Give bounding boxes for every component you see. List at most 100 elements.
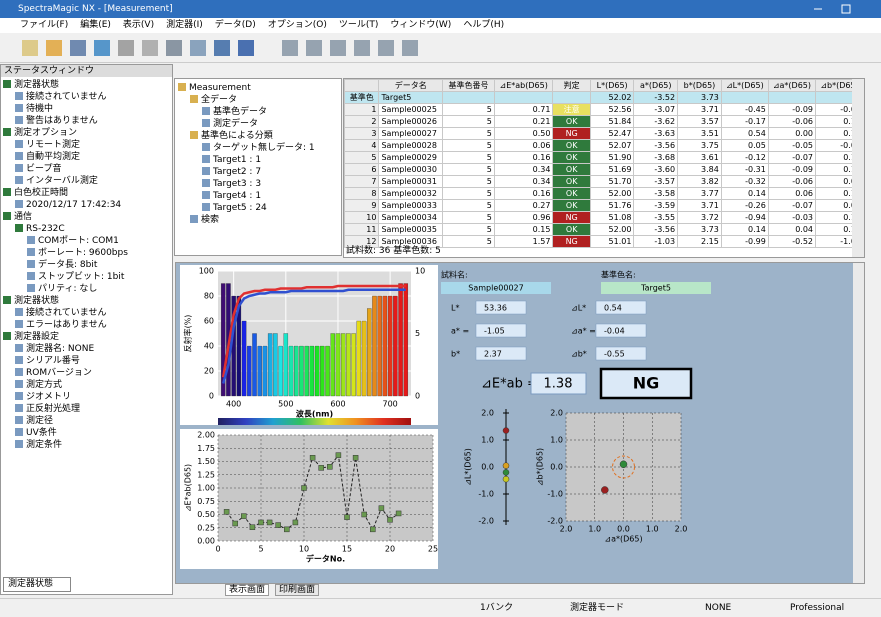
tree-item[interactable]: Target5 : 24: [178, 202, 338, 214]
tree-item[interactable]: 検索: [178, 214, 338, 226]
menu-item[interactable]: データ(D): [214, 20, 256, 30]
panel-tab[interactable]: 測定器状態: [3, 577, 71, 592]
tree-item[interactable]: 通信: [3, 211, 172, 223]
tree-item[interactable]: シリアル番号: [3, 355, 172, 367]
tree-item[interactable]: ROMバージョン: [3, 367, 172, 379]
scrollbar[interactable]: [853, 263, 864, 583]
toolbar-button[interactable]: [190, 40, 206, 56]
toolbar-button[interactable]: [330, 40, 346, 56]
tree-item[interactable]: 測定方式: [3, 379, 172, 391]
tree-label: 測定器状態: [14, 296, 60, 306]
toolbar-button[interactable]: [70, 40, 86, 56]
menu-item[interactable]: 測定器(I): [166, 20, 203, 30]
tree-item[interactable]: 測定データ: [178, 118, 338, 130]
menu-item[interactable]: オプション(O): [267, 20, 327, 30]
data-row[interactable]: 5 Sample00029 5 0.16 OK 51.90 -3.68 3.61 -0.12 -0…: [343, 151, 864, 164]
menu-item[interactable]: 編集(E): [80, 20, 111, 30]
tree-label: 測定器設定: [14, 332, 60, 342]
toolbar-button[interactable]: [306, 40, 322, 56]
tree-item[interactable]: Target4 : 1: [178, 190, 338, 202]
tree-item[interactable]: リモート測定: [3, 139, 172, 151]
data-row[interactable]: 4 Sample00028 5 0.06 OK 52.07 -3.56 3.75 0.05 -0.…: [343, 139, 864, 152]
tree-item[interactable]: ストップビット: 1bit: [3, 271, 172, 283]
tree-item[interactable]: 測定オプション: [3, 127, 172, 139]
menu-item[interactable]: ヘルプ(H): [463, 20, 505, 30]
tree-item[interactable]: 測定器状態: [3, 79, 172, 91]
sheet-tab[interactable]: 印刷画面: [275, 584, 320, 596]
value-box: [595, 346, 647, 361]
menu-item[interactable]: ウィンドウ(W): [390, 20, 452, 30]
tree-label: 待機中: [26, 104, 54, 114]
tree-item[interactable]: 測定器状態: [3, 295, 172, 307]
tree-item[interactable]: 自動平均測定: [3, 151, 172, 163]
data-row[interactable]: 10 Sample00034 5 0.96 NG 51.08 -3.55 3.72 -0.94-…: [343, 211, 864, 224]
data-row[interactable]: 11 Sample00035 5 0.15 OK 52.00 -3.56 3.73 0.14 0.…: [343, 223, 864, 236]
toolbar-button[interactable]: [238, 40, 254, 56]
tree-item[interactable]: 測定器名: NONE: [3, 343, 172, 355]
tree-item[interactable]: UV条件: [3, 427, 172, 439]
tree-item[interactable]: エラーはありません: [3, 319, 172, 331]
tree-item[interactable]: ボーレート: 9600bps: [3, 247, 172, 259]
tree-item[interactable]: 白色校正時間: [3, 187, 172, 199]
tree-item[interactable]: パリティ: なし: [3, 283, 172, 295]
menu-item[interactable]: ツール(T): [338, 20, 379, 30]
tree-item[interactable]: 接続されていません: [3, 307, 172, 319]
tree-label: 基準色データ: [213, 107, 268, 117]
status-item: 1バンク: [480, 603, 514, 613]
tree-item[interactable]: データ長: 8bit: [3, 259, 172, 271]
menu-item[interactable]: ファイル(F): [20, 20, 69, 30]
tree-item[interactable]: 接続されていません: [3, 91, 172, 103]
window-controls[interactable]: [800, 3, 870, 15]
tree-item[interactable]: RS-232C: [3, 223, 172, 235]
tree-item[interactable]: 基準色による分類: [178, 130, 338, 142]
tree-item[interactable]: 全データ: [178, 94, 338, 106]
tree-item[interactable]: ジオメトリ: [3, 391, 172, 403]
tree-icon: [27, 260, 35, 268]
data-row[interactable]: 1 Sample00025 5 0.71 注意 52.56 -3.07 3.71 -0.45 -0…: [343, 103, 864, 116]
data-row[interactable]: 6 Sample00030 5 0.34 OK 51.69 -3.60 3.84 -0.31 -0…: [343, 163, 864, 176]
tree-item[interactable]: 測定器設定: [3, 331, 172, 343]
toolbar-button[interactable]: [118, 40, 134, 56]
toolbar-button[interactable]: [214, 40, 230, 56]
data-row[interactable]: 12 Sample00036 5 1.57 NG 51.01 -1.03 2.15 -0.99-…: [343, 235, 864, 248]
tree-item[interactable]: Target3 : 3: [178, 178, 338, 190]
tree-item[interactable]: 測定径: [3, 415, 172, 427]
tree-item[interactable]: 2020/12/17 17:42:34: [3, 199, 172, 211]
value-box: [475, 323, 527, 338]
tree-item[interactable]: Target1 : 1: [178, 154, 338, 166]
data-row[interactable]: 7 Sample00031 5 0.34 OK 51.70 -3.57 3.82 -0.32 -0…: [343, 175, 864, 188]
toolbar-button[interactable]: [282, 40, 298, 56]
cell: 0.34: [493, 175, 554, 188]
data-row[interactable]: 9 Sample00033 5 0.27 OK 51.76 -3.59 3.71 -0.26 -0…: [343, 199, 864, 212]
tree-item[interactable]: 測定条件: [3, 439, 172, 451]
tree-label: 基準色による分類: [201, 131, 273, 141]
data-row[interactable]: 2 Sample00026 5 0.21 OK 51.84 -3.62 3.57 -0.17 -0…: [343, 115, 864, 128]
tree-item[interactable]: ターゲット無しデータ: 1: [178, 142, 338, 154]
sheet-tab[interactable]: 表示画面: [225, 584, 270, 596]
tree-item[interactable]: 正反射光処理: [3, 403, 172, 415]
tree-item[interactable]: 基準色データ: [178, 106, 338, 118]
toolbar-button[interactable]: [402, 40, 418, 56]
toolbar-button[interactable]: [46, 40, 62, 56]
cell: 10: [343, 211, 380, 224]
tree-item[interactable]: 警告はありません: [3, 115, 172, 127]
tree-icon: [3, 128, 11, 136]
tree-item[interactable]: Measurement: [178, 82, 338, 94]
toolbar-button[interactable]: [94, 40, 110, 56]
toolbar-button[interactable]: [142, 40, 158, 56]
cell: 9: [343, 199, 380, 212]
tree-item[interactable]: ビープ音: [3, 163, 172, 175]
toolbar-button[interactable]: [378, 40, 394, 56]
tree-item[interactable]: Target2 : 7: [178, 166, 338, 178]
toolbar-button[interactable]: [354, 40, 370, 56]
data-row[interactable]: 3 Sample00027 5 0.50 NG 52.47 -3.63 3.51 0.54 0.0…: [343, 127, 864, 140]
value: 53.36: [484, 304, 507, 313]
scrollbar[interactable]: [852, 79, 864, 257]
menu-item[interactable]: 表示(V): [122, 20, 155, 30]
tree-item[interactable]: COMポート: COM1: [3, 235, 172, 247]
toolbar-button[interactable]: [166, 40, 182, 56]
tree-item[interactable]: 待機中: [3, 103, 172, 115]
toolbar-button[interactable]: [22, 40, 38, 56]
tree-item[interactable]: インターバル測定: [3, 175, 172, 187]
data-row[interactable]: 8 Sample00032 5 0.16 OK 52.00 -3.58 3.77 0.14 0.0…: [343, 187, 864, 200]
